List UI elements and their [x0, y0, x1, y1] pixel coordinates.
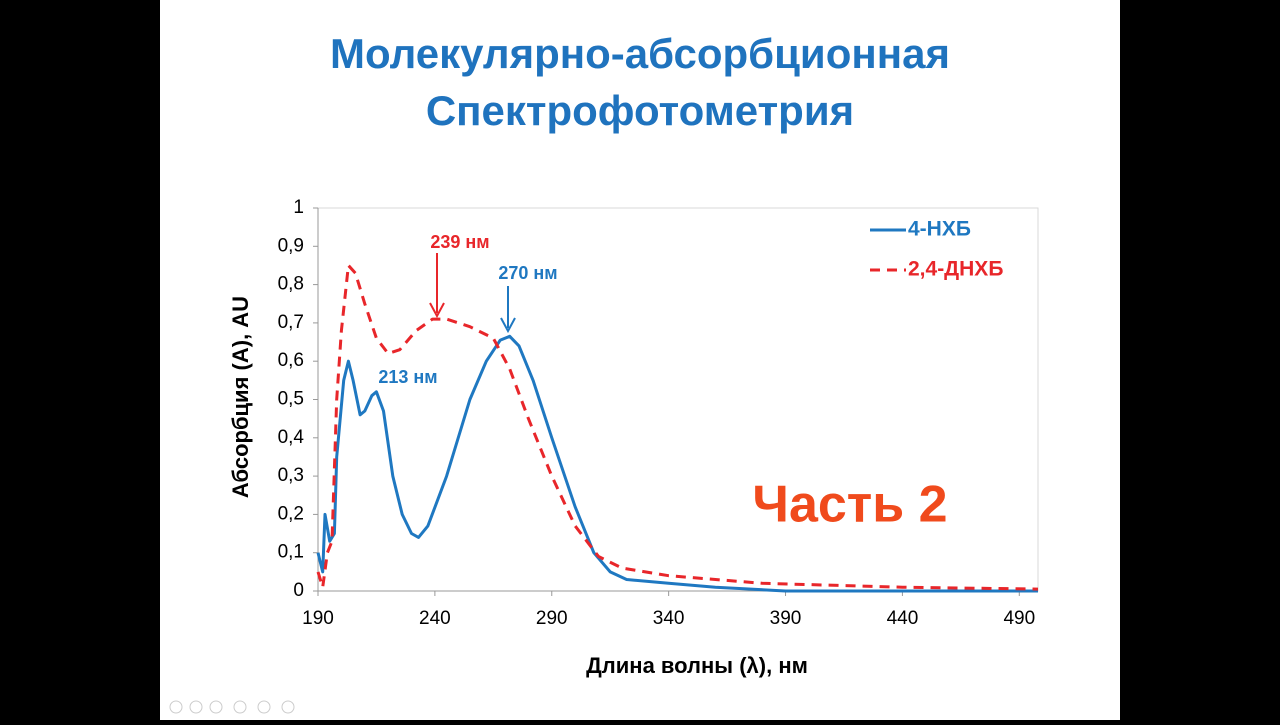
- toolbar: [169, 700, 295, 714]
- annotation: 270 нм: [498, 263, 557, 283]
- y-tick-label: 0,7: [278, 312, 304, 333]
- x-tick-label: 490: [1003, 608, 1035, 629]
- y-tick-label: 0,9: [278, 235, 304, 256]
- annotation: Часть 2: [752, 476, 947, 534]
- title: Молекулярно-абсорбционная: [330, 30, 950, 77]
- y-axis-label: Абсорбция (А), AU: [228, 296, 253, 498]
- slide-background: [160, 0, 1120, 720]
- x-tick-label: 340: [653, 608, 685, 629]
- y-tick-label: 0,2: [278, 503, 304, 524]
- y-tick-label: 0,6: [278, 350, 304, 371]
- arrow-head: [500, 317, 516, 334]
- toolbar-button[interactable]: [189, 700, 203, 714]
- legend-label: 4-НХБ: [908, 218, 971, 241]
- series-line: [316, 334, 1038, 593]
- y-tick-label: 0,4: [278, 427, 305, 448]
- y-tick-label: 0,1: [278, 542, 304, 563]
- y-tick-label: 0: [293, 580, 304, 601]
- toolbar-button[interactable]: [281, 700, 295, 714]
- annotation: 239 нм: [430, 232, 489, 252]
- arrow-head: [429, 302, 445, 319]
- x-tick-label: 240: [419, 608, 451, 629]
- y-tick-label: 0,3: [278, 465, 304, 486]
- toolbar-button[interactable]: [169, 700, 183, 714]
- x-tick-label: 390: [770, 608, 802, 629]
- y-tick-label: 1: [293, 197, 304, 218]
- x-tick-label: 190: [302, 608, 334, 629]
- x-tick-label: 290: [536, 608, 568, 629]
- y-tick-label: 0,5: [278, 389, 304, 410]
- toolbar-button[interactable]: [233, 700, 247, 714]
- subtitle: Спектрофотометрия: [426, 87, 854, 134]
- toolbar-button[interactable]: [209, 700, 223, 714]
- arrows: [429, 253, 516, 334]
- x-axis-label: Длина волны (λ), нм: [586, 653, 808, 678]
- series-line: [316, 263, 1039, 591]
- legend-label: 2,4-ДНХБ: [908, 258, 1003, 281]
- toolbar-button[interactable]: [257, 700, 271, 714]
- x-tick-label: 440: [887, 608, 919, 629]
- annotation: 213 нм: [378, 367, 437, 387]
- y-tick-label: 0,8: [278, 274, 304, 295]
